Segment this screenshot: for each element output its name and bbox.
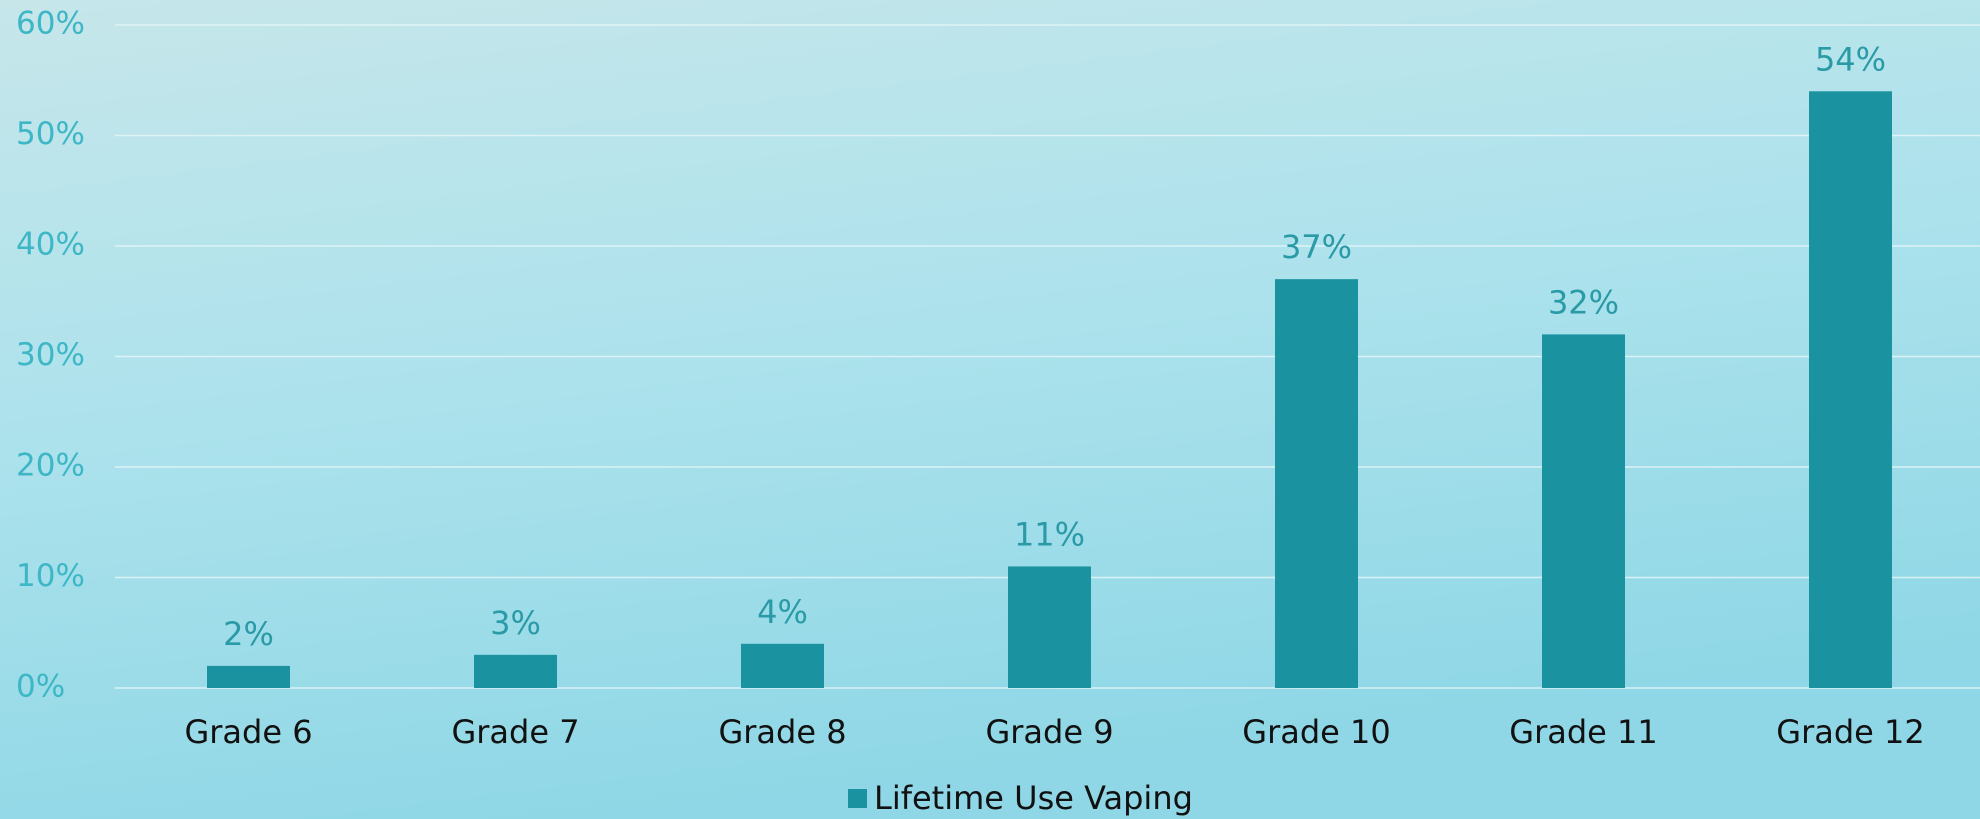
y-tick-label: 50% (16, 116, 85, 152)
x-tick-label: Grade 7 (451, 713, 579, 751)
value-label: 11% (1014, 515, 1085, 553)
y-tick-label: 60% (16, 6, 85, 42)
x-tick-label: Grade 12 (1776, 713, 1924, 751)
x-tick-label: Grade 6 (184, 713, 312, 751)
bar (1542, 334, 1625, 688)
bar (741, 643, 824, 688)
value-label: 32% (1548, 283, 1619, 321)
legend-label: Lifetime Use Vaping (874, 779, 1193, 817)
x-tick-label: Grade 9 (985, 713, 1113, 751)
value-label: 3% (490, 604, 541, 642)
bar (1008, 566, 1091, 688)
x-tick-label: Grade 11 (1509, 713, 1657, 751)
y-tick-label: 0% (16, 669, 65, 705)
y-tick-label: 40% (16, 227, 85, 263)
bar (1275, 279, 1358, 688)
x-tick-label: Grade 8 (718, 713, 846, 751)
y-tick-label: 20% (16, 448, 85, 484)
value-label: 37% (1281, 228, 1352, 266)
value-label: 2% (223, 615, 274, 653)
legend-swatch (848, 789, 867, 808)
value-label: 54% (1815, 40, 1886, 78)
bar (474, 654, 557, 688)
value-label: 4% (757, 593, 808, 631)
y-tick-label: 10% (16, 558, 85, 594)
bar (207, 665, 290, 688)
x-tick-label: Grade 10 (1242, 713, 1390, 751)
y-tick-label: 30% (16, 337, 85, 373)
bar (1809, 91, 1892, 689)
